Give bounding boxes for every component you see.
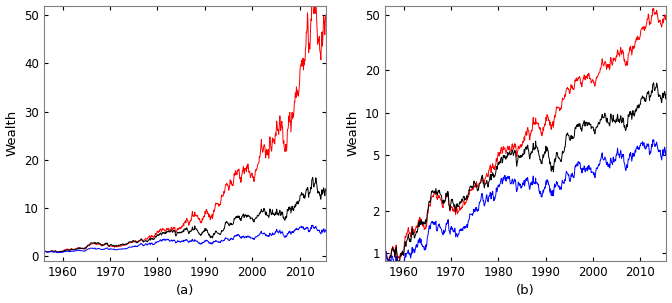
X-axis label: (a): (a) xyxy=(175,285,194,298)
X-axis label: (b): (b) xyxy=(516,285,535,298)
Y-axis label: Wealth: Wealth xyxy=(5,110,19,156)
Y-axis label: Wealth: Wealth xyxy=(347,110,360,156)
